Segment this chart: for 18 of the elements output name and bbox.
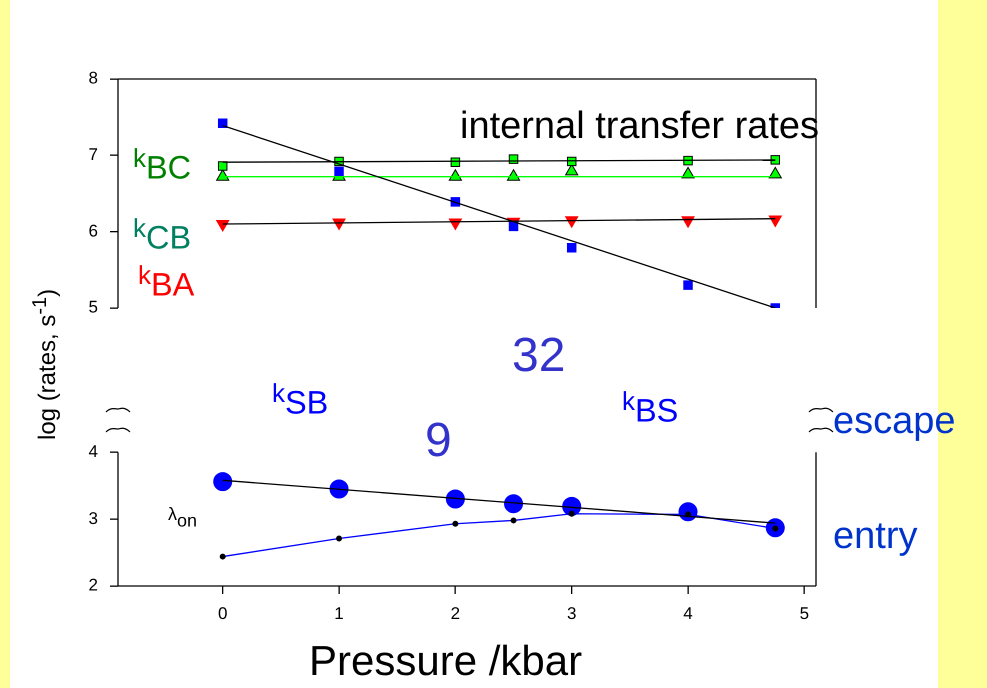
- text: entry: [833, 515, 918, 557]
- y-tick-label: 8: [88, 68, 98, 88]
- y-tick-label: 6: [88, 221, 98, 240]
- y-tick-label: 3: [88, 508, 98, 528]
- y-tick-label: 2: [88, 576, 98, 595]
- x-tick-label: 4: [683, 604, 693, 623]
- text: 32: [512, 329, 566, 382]
- text: escape: [833, 400, 956, 442]
- x-axis-title: Pressure /kbar: [309, 637, 582, 684]
- x-tick-label: 1: [334, 604, 344, 623]
- annotation: 9: [425, 414, 452, 467]
- y-tick-label: 4: [88, 442, 98, 461]
- y-tick-label: 5: [88, 298, 98, 317]
- x-tick-label: 5: [800, 604, 810, 623]
- x-tick-label: 3: [566, 604, 576, 623]
- x-tick-label: 0: [218, 604, 228, 623]
- x-tick-label: 2: [450, 604, 460, 623]
- y-tick-label: 7: [88, 145, 98, 164]
